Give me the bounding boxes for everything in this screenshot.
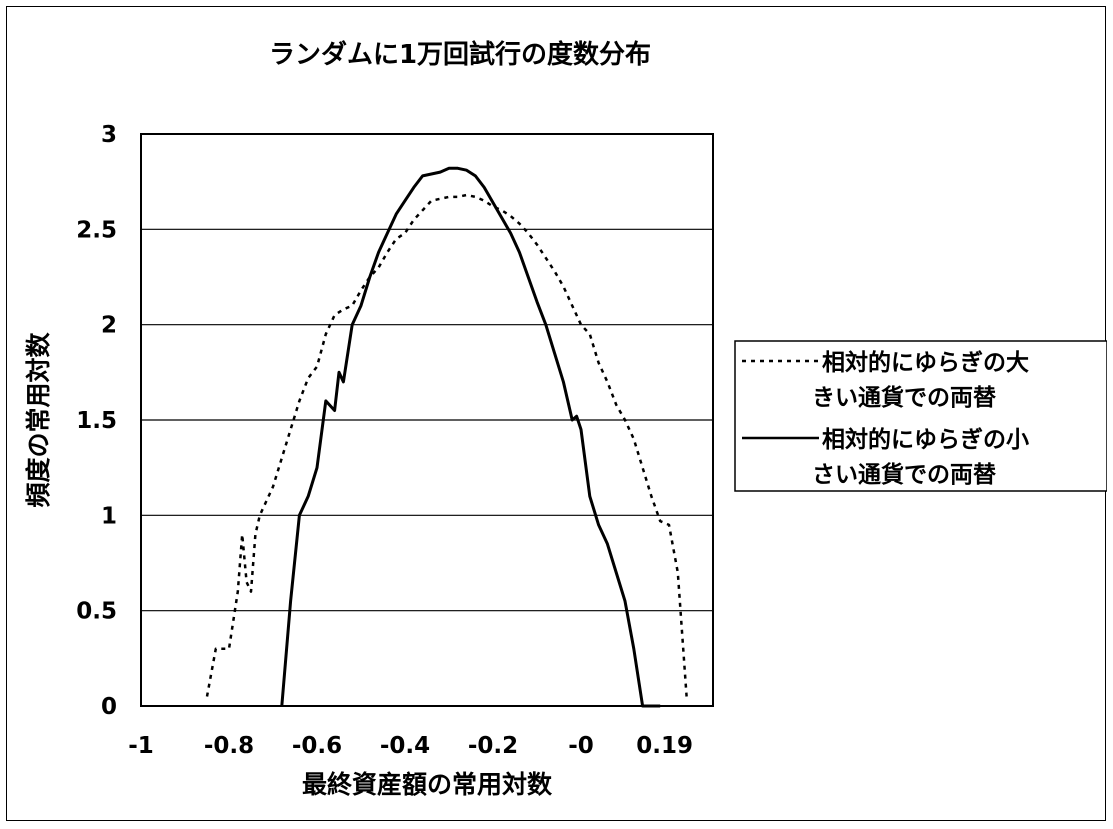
series-line-small-fluctuation: [282, 168, 660, 706]
x-tick-labels: -1 -0.8 -0.6 -0.4 -0.2 -0 0.19: [128, 733, 693, 759]
x-tick-label: -0: [568, 733, 594, 759]
x-tick-label: -0.6: [292, 733, 342, 759]
chart-frame: ランダムに1万回試行の度数分布 0 0.5 1 1.5 2 2.5 3 -1 -0.8 -0.6…: [6, 6, 1106, 821]
y-tick-labels: 0 0.5 1 1.5 2 2.5 3: [76, 122, 117, 720]
y-tick-label: 0.5: [76, 599, 117, 625]
x-axis-label: 最終資産額の常用対数: [302, 770, 553, 799]
chart-title: ランダムに1万回試行の度数分布: [269, 39, 651, 70]
series-lines: [207, 168, 687, 706]
y-tick-label: 1.5: [76, 408, 117, 434]
y-tick-label: 1: [101, 503, 117, 529]
y-tick-label: 3: [101, 122, 117, 148]
series-line-large-fluctuation: [207, 195, 687, 697]
legend-entry-small-fluctuation-line1: 相対的にゆらぎの小: [822, 426, 1029, 453]
legend-entry-large-fluctuation-line2: きい通貨での両替: [812, 384, 996, 411]
legend-entry-large-fluctuation-line1: 相対的にゆらぎの大: [822, 349, 1029, 376]
x-tick-label: -1: [128, 733, 154, 759]
x-tick-label: -0.2: [468, 733, 518, 759]
y-tick-label: 2.5: [76, 217, 117, 243]
legend-entry-small-fluctuation-line2: さい通貨での両替: [812, 461, 996, 488]
y-tick-label: 0: [101, 694, 117, 720]
x-tick-label: -0.4: [380, 733, 430, 759]
gridlines: [141, 229, 713, 610]
y-tick-label: 2: [101, 313, 117, 339]
y-axis-label: 頻度の常用対数: [24, 332, 53, 508]
x-tick-label: 0.19: [636, 733, 693, 759]
chart-canvas: ランダムに1万回試行の度数分布 0 0.5 1 1.5 2 2.5 3 -1 -0.8 -0.6…: [7, 7, 1107, 822]
x-tick-label: -0.8: [204, 733, 254, 759]
legend: 相対的にゆらぎの大 きい通貨での両替 相対的にゆらぎの小 さい通貨での両替: [735, 341, 1107, 491]
